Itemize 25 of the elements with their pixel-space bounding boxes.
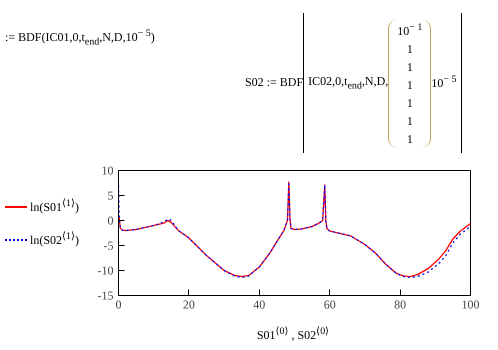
text: 1 — [406, 58, 414, 76]
y-tick-label: -10 — [98, 264, 114, 278]
text: 1 — [406, 112, 414, 130]
y-tick-label: -5 — [104, 238, 114, 252]
x-axis-title: S01$^{⟨0⟩}$ , S02$^{⟨0⟩}$ — [256, 325, 330, 343]
x-tick-label: 40 — [253, 298, 266, 312]
x-tick-label: 80 — [394, 298, 406, 312]
x-tick-label: 100 — [462, 298, 480, 312]
text: 10$^{− 5}$ — [431, 73, 457, 92]
text: IC02,0,t$_{end}$,N,D, — [308, 72, 388, 94]
text: 1 — [406, 94, 414, 112]
text: 10$^{− 1}$ — [397, 20, 422, 40]
text: 1 — [406, 130, 414, 148]
text: S02 := BDF — [245, 74, 304, 92]
text: 1 — [406, 76, 414, 94]
text: := BDF(IC01,0,t$_{end}$,N,D,10$^{− 5}$) — [5, 27, 155, 50]
text: 1 — [406, 40, 414, 58]
y-tick-label: -15 — [98, 288, 114, 302]
y-tick-label: 5 — [108, 188, 114, 202]
y-tick-label: 0 — [108, 214, 114, 228]
legend-label: ln(S01$^{⟨1⟩}$) — [30, 197, 80, 216]
x-tick-label: 60 — [324, 298, 336, 312]
x-tick-label: 20 — [182, 298, 195, 312]
legend-label: ln(S02$^{⟨1⟩}$) — [30, 230, 80, 250]
y-tick-label: 10 — [102, 164, 114, 178]
